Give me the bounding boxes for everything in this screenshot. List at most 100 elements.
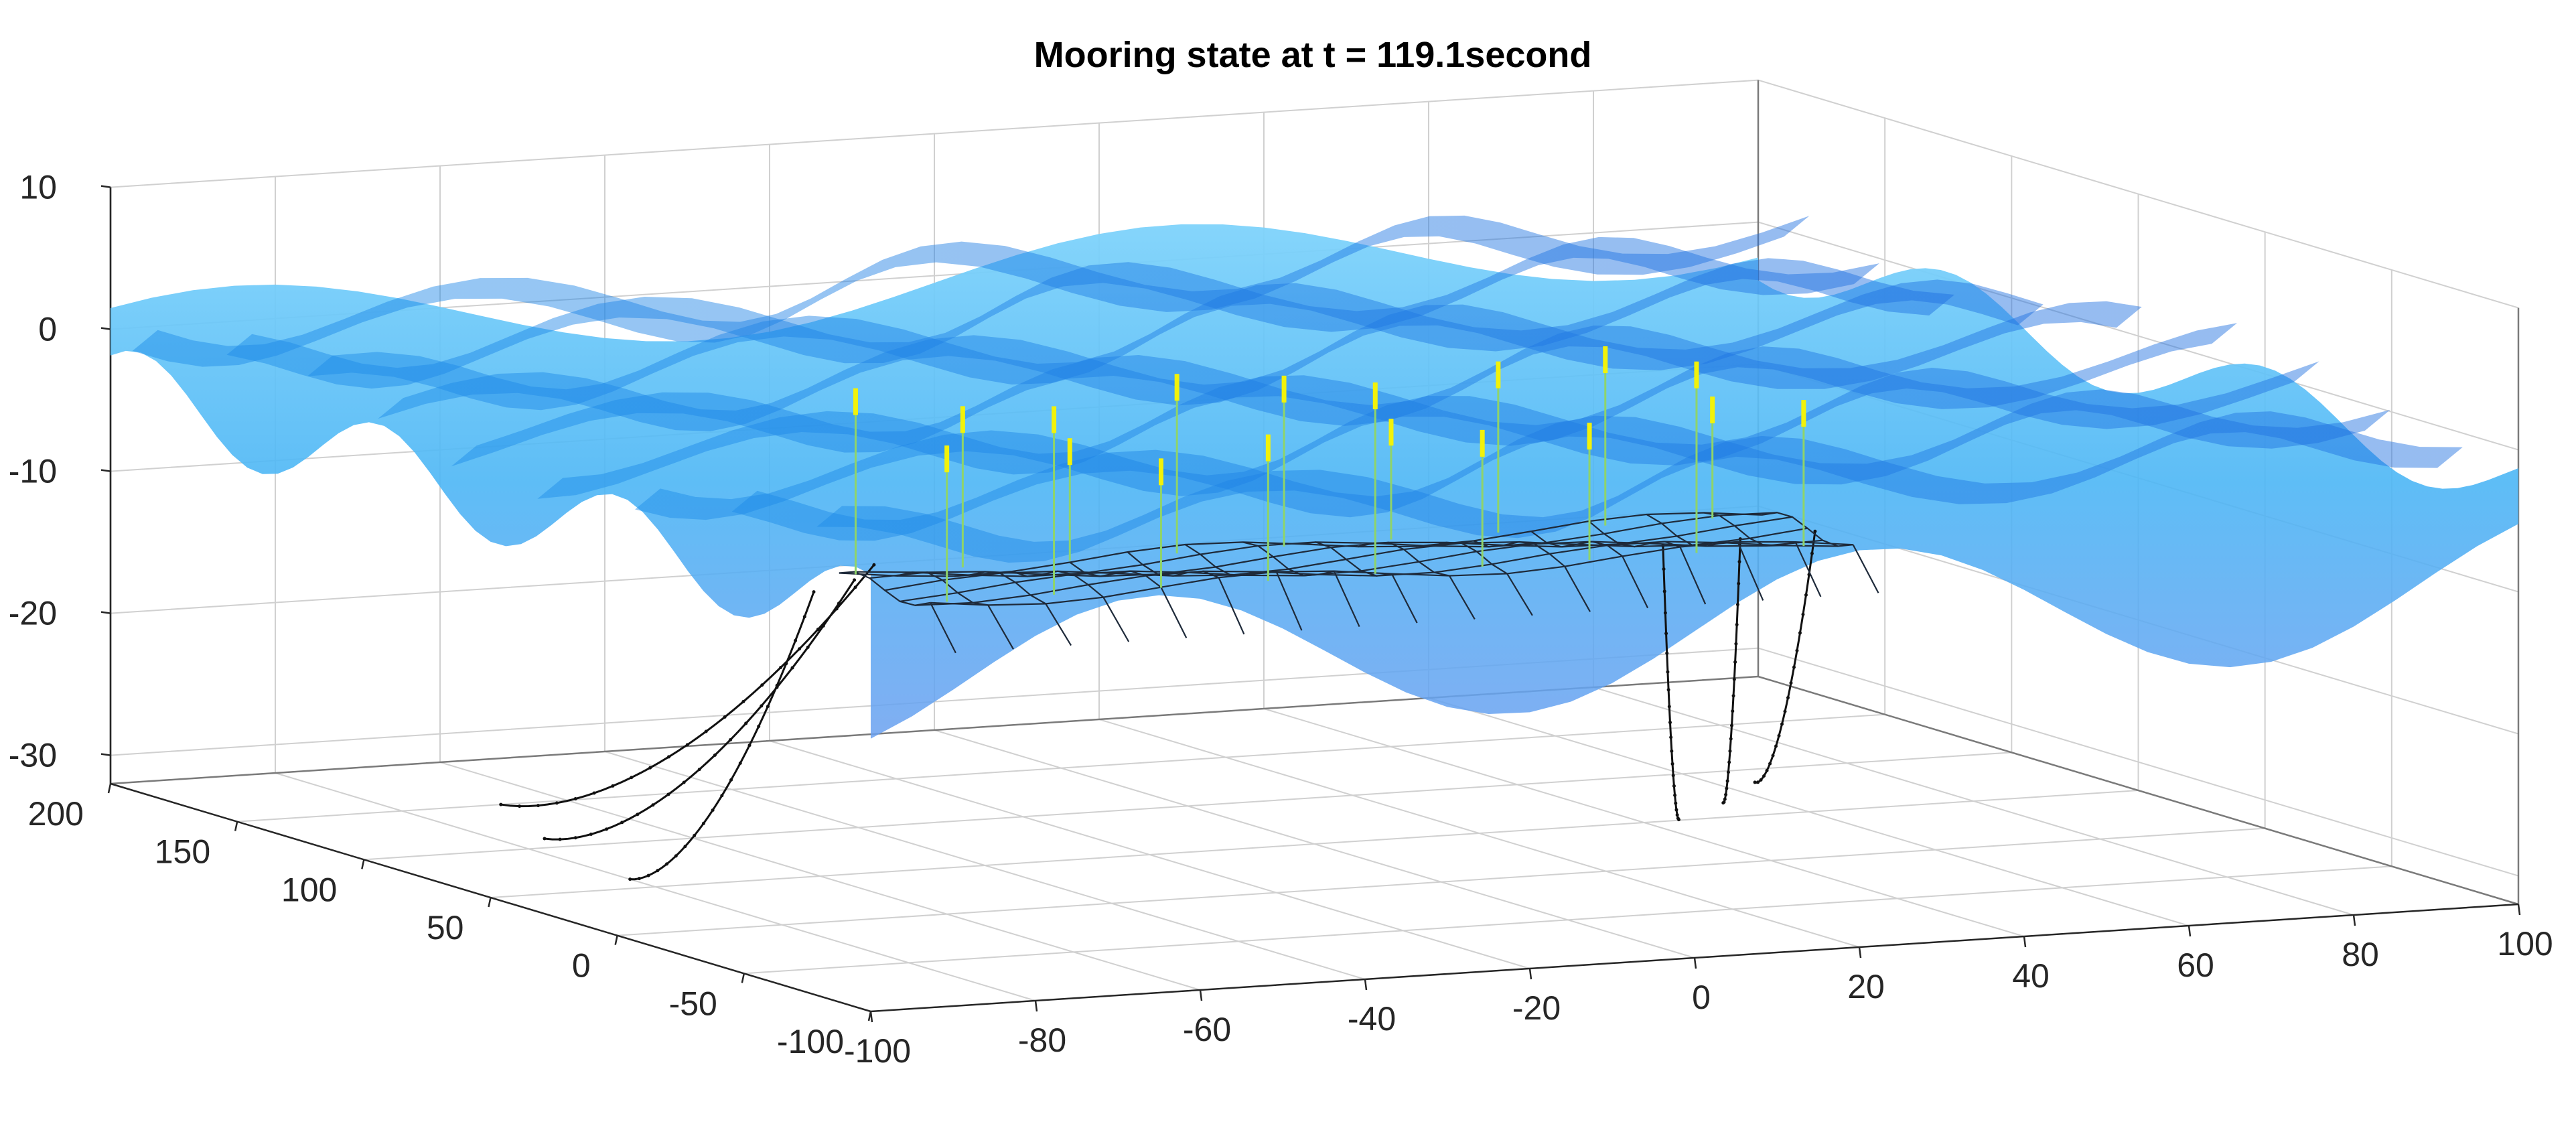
mooring-node bbox=[646, 873, 650, 877]
mooring-node bbox=[1792, 665, 1796, 669]
mooring-node bbox=[816, 628, 820, 632]
mooring-node bbox=[558, 837, 562, 841]
mooring-node bbox=[704, 729, 708, 733]
y-tick-label: 80 bbox=[2342, 936, 2379, 973]
net-pendant bbox=[1045, 603, 1072, 646]
z-tick-label: -10 bbox=[9, 453, 57, 490]
net-pendant bbox=[1160, 587, 1188, 638]
x-tick-label: 0 bbox=[572, 947, 591, 985]
mooring-node bbox=[573, 836, 577, 840]
mooring-node bbox=[853, 578, 857, 582]
mooring-node bbox=[1730, 723, 1734, 727]
z-tick-mark bbox=[100, 185, 111, 188]
x-tick-mark bbox=[234, 821, 238, 831]
mooring-node bbox=[518, 804, 522, 808]
grid-line-z bbox=[110, 647, 2519, 877]
net-pendant bbox=[1679, 547, 1707, 605]
grid-line-floor-y bbox=[934, 729, 1695, 959]
mooring-node bbox=[1664, 632, 1668, 636]
wave-crest-band bbox=[226, 236, 1879, 389]
mooring-node bbox=[1726, 770, 1730, 774]
mooring-node bbox=[693, 833, 697, 837]
x-tick-label: 150 bbox=[155, 833, 210, 871]
mooring-node bbox=[685, 743, 689, 747]
mooring-node bbox=[1735, 603, 1739, 607]
mooring-node bbox=[682, 780, 686, 784]
mooring-node bbox=[738, 761, 742, 765]
y-tick-label: 0 bbox=[1692, 979, 1711, 1016]
y-tick-label: -80 bbox=[1018, 1021, 1066, 1059]
chart-title: Mooring state at t = 119.1second bbox=[1034, 35, 1592, 75]
mooring-node bbox=[1762, 774, 1766, 778]
mooring-node bbox=[790, 666, 794, 670]
net-pendant bbox=[930, 602, 956, 654]
net-pendant bbox=[1218, 577, 1245, 635]
mooring-node bbox=[1813, 529, 1817, 533]
y-tick-label: 20 bbox=[1847, 968, 1885, 1005]
mooring-node bbox=[1783, 709, 1787, 713]
mooring-node bbox=[665, 862, 669, 866]
mooring-node bbox=[1731, 709, 1735, 713]
mooring-node bbox=[605, 827, 609, 831]
mooring-node bbox=[1670, 762, 1674, 766]
mooring-node bbox=[1662, 589, 1666, 593]
mooring-node bbox=[674, 854, 678, 858]
mooring-node bbox=[1674, 808, 1678, 812]
net-pendant bbox=[1564, 566, 1591, 612]
mooring-node bbox=[536, 804, 540, 808]
mooring-node bbox=[1759, 778, 1763, 782]
mooring-node bbox=[1666, 688, 1670, 692]
mooring-node bbox=[1673, 793, 1677, 797]
mooring-node bbox=[620, 821, 624, 825]
mooring-node bbox=[1810, 551, 1814, 555]
mooring-node bbox=[741, 699, 745, 703]
net-line bbox=[915, 541, 1838, 606]
mooring-node bbox=[723, 715, 727, 719]
y-tick-mark bbox=[869, 1011, 873, 1023]
x-tick-label: 50 bbox=[427, 909, 464, 946]
mooring-node bbox=[797, 647, 801, 651]
x-tick-label: -100 bbox=[777, 1023, 844, 1060]
net-line bbox=[884, 527, 1808, 591]
net-pendant bbox=[1506, 573, 1533, 616]
net-pendant bbox=[1390, 573, 1418, 624]
x-tick-mark bbox=[741, 973, 745, 983]
y-tick-mark bbox=[1693, 957, 1697, 969]
mooring-node bbox=[637, 877, 641, 881]
mooring-node bbox=[812, 590, 816, 594]
y-tick-label: -100 bbox=[844, 1032, 911, 1070]
mooring-node bbox=[1789, 681, 1793, 685]
mooring-node bbox=[775, 685, 779, 689]
mooring-node bbox=[747, 744, 752, 748]
mooring-node bbox=[766, 705, 770, 709]
mooring-node bbox=[1735, 623, 1739, 627]
mooring-node bbox=[611, 784, 615, 788]
mooring-node bbox=[1665, 651, 1669, 655]
mooring-node bbox=[1727, 760, 1731, 764]
mooring-node bbox=[1672, 784, 1676, 788]
mooring-node bbox=[835, 607, 839, 611]
wave-crest-band bbox=[307, 258, 1955, 411]
mooring-node bbox=[1731, 694, 1735, 698]
mooring-node bbox=[1725, 786, 1729, 790]
mooring-node bbox=[1666, 670, 1670, 674]
mooring-node bbox=[1723, 797, 1727, 801]
grid-line-floor-y bbox=[1263, 708, 2025, 937]
mooring-lines bbox=[499, 529, 1817, 881]
mooring-node bbox=[651, 803, 655, 807]
mooring-node bbox=[1737, 560, 1741, 564]
z-tick-mark bbox=[100, 753, 111, 756]
mooring-node bbox=[636, 812, 640, 817]
y-tick-mark bbox=[1528, 968, 1532, 980]
mooring-node bbox=[711, 808, 715, 812]
z-tick-label: 10 bbox=[19, 169, 57, 206]
mooring-node bbox=[729, 778, 733, 782]
mooring-node bbox=[555, 801, 559, 805]
mooring-node bbox=[656, 869, 660, 873]
mooring-node bbox=[543, 837, 547, 841]
z-tick-mark bbox=[100, 327, 111, 330]
mooring-node bbox=[1662, 567, 1666, 571]
mooring-node bbox=[794, 638, 798, 642]
y-tick-label: 40 bbox=[2012, 957, 2050, 995]
